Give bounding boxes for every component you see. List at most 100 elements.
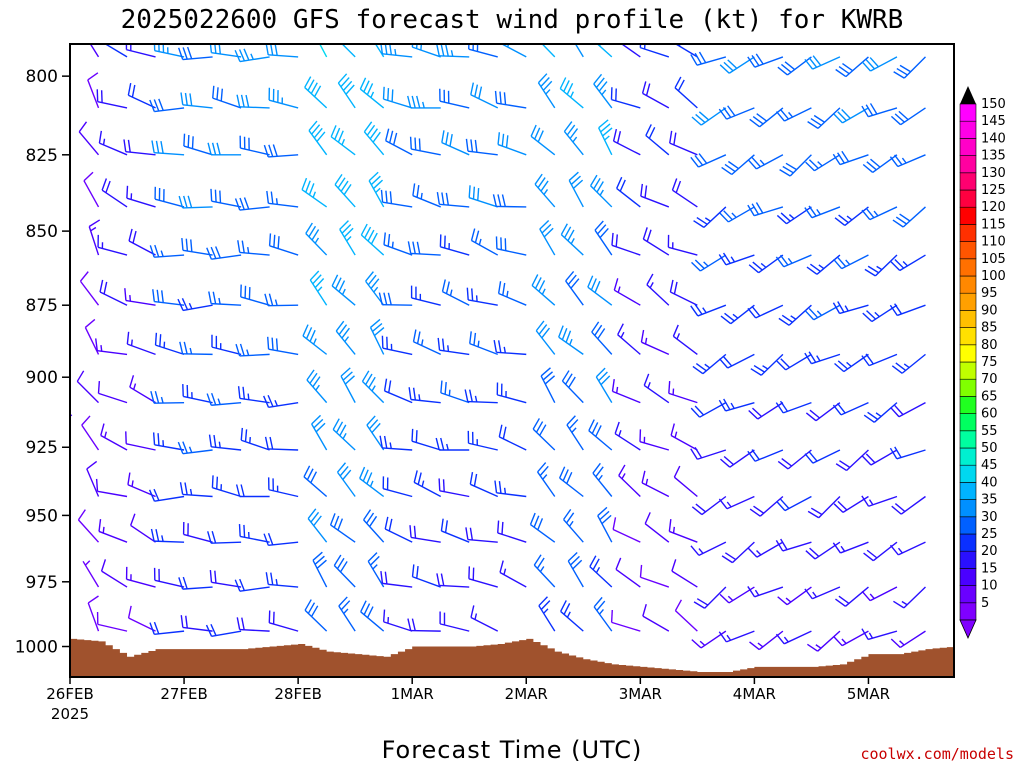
wind-barb <box>180 92 213 109</box>
wind-barb <box>691 630 727 649</box>
wind-barb <box>532 418 556 451</box>
wind-barb <box>359 77 385 109</box>
wind-barb <box>804 351 841 365</box>
wind-barb <box>674 76 698 109</box>
wind-barb <box>469 331 498 356</box>
credit-link[interactable]: coolwx.com/models <box>860 745 1014 763</box>
x-tick-label: 2MAR <box>505 685 548 703</box>
wind-barb <box>747 449 784 462</box>
wind-barb <box>96 89 128 109</box>
colorbar-label: 120 <box>981 200 1006 215</box>
colorbar-label: 40 <box>981 475 998 490</box>
wind-barb <box>559 77 584 109</box>
chart-title: 2025022600 GFS forecast wind profile (kt… <box>121 5 904 35</box>
wind-barb <box>367 552 385 588</box>
wind-barb <box>152 432 185 451</box>
wind-barb <box>566 415 584 451</box>
colorbar-swatch <box>959 396 977 414</box>
wind-barb <box>306 369 328 404</box>
colorbar-swatch <box>959 206 977 225</box>
wind-barb <box>747 586 784 598</box>
wind-barb <box>747 541 784 558</box>
wind-barb <box>263 144 299 158</box>
wind-barb <box>589 555 613 588</box>
wind-barb <box>497 520 527 543</box>
colorbar-label: 50 <box>981 441 998 456</box>
wind-barb <box>76 370 100 404</box>
wind-barb <box>126 185 156 208</box>
wind-barb <box>379 435 413 451</box>
wind-barb <box>308 120 328 156</box>
colorbar-swatch <box>959 533 977 552</box>
wind-barb <box>669 279 698 306</box>
x-tick-label: 3MAR <box>619 685 662 703</box>
wind-barb <box>690 153 727 168</box>
wind-barb <box>335 320 356 355</box>
wind-barb <box>150 528 185 543</box>
wind-barb <box>265 572 299 588</box>
wind-barb <box>613 278 641 306</box>
wind-barb <box>153 44 185 58</box>
wind-barb <box>208 291 242 306</box>
wind-barb <box>207 142 242 156</box>
wind-barb <box>234 48 270 63</box>
wind-barb <box>670 423 698 451</box>
wind-barb <box>776 206 812 225</box>
wind-barb <box>777 449 812 470</box>
wind-barb <box>610 87 641 109</box>
wind-barb <box>264 293 299 307</box>
wind-barb <box>640 183 670 208</box>
wind-barb <box>177 441 213 455</box>
y-tick-label: 800 <box>26 67 58 87</box>
wind-barb <box>127 605 156 632</box>
wind-barb <box>889 303 926 317</box>
colorbar-label: 5 <box>981 596 989 611</box>
wind-barb <box>805 402 841 422</box>
wind-barb <box>560 223 584 256</box>
wind-barb <box>645 124 670 156</box>
wind-barb <box>154 186 185 208</box>
colorbar-swatch <box>959 344 977 363</box>
colorbar-swatch <box>959 189 977 208</box>
wind-barb <box>721 541 755 564</box>
wind-barb <box>129 375 156 404</box>
wind-barb <box>616 176 641 208</box>
wind-barb <box>492 194 527 208</box>
colorbar-label: 15 <box>981 561 998 576</box>
wind-barb <box>180 615 213 632</box>
wind-barb <box>436 573 470 588</box>
wind-barb <box>149 98 185 113</box>
wind-barb <box>891 495 926 515</box>
wind-barb <box>718 495 755 510</box>
wind-barb <box>123 139 156 156</box>
wind-barb <box>644 512 670 543</box>
wind-barb <box>302 324 328 355</box>
wind-barb <box>268 610 299 632</box>
wind-barb <box>100 559 128 588</box>
colorbar-swatch <box>959 292 977 311</box>
wind-barb <box>612 128 641 156</box>
x-tick-label: 5MAR <box>847 685 890 703</box>
plot-frame <box>69 43 955 678</box>
wind-barb <box>126 331 156 356</box>
wind-barb <box>267 477 299 498</box>
wind-barb <box>832 541 869 554</box>
wind-barb <box>440 518 470 543</box>
wind-barb <box>100 423 128 451</box>
wind-barb <box>612 517 641 543</box>
wind-barb <box>236 617 270 632</box>
wind-barb <box>861 353 898 367</box>
wind-barb <box>412 329 442 356</box>
colorbar-bottom-arrow <box>959 619 977 639</box>
terrain-fill <box>70 638 954 677</box>
wind-barb <box>890 630 926 649</box>
wind-barb <box>407 241 441 256</box>
wind-barb <box>563 121 584 156</box>
wind-barb <box>83 171 100 208</box>
colorbar-swatch <box>959 275 977 294</box>
x-tick-label: 28FEB <box>274 685 321 703</box>
wind-barb <box>152 289 185 306</box>
wind-barb <box>749 495 784 517</box>
wind-barb <box>182 522 213 543</box>
